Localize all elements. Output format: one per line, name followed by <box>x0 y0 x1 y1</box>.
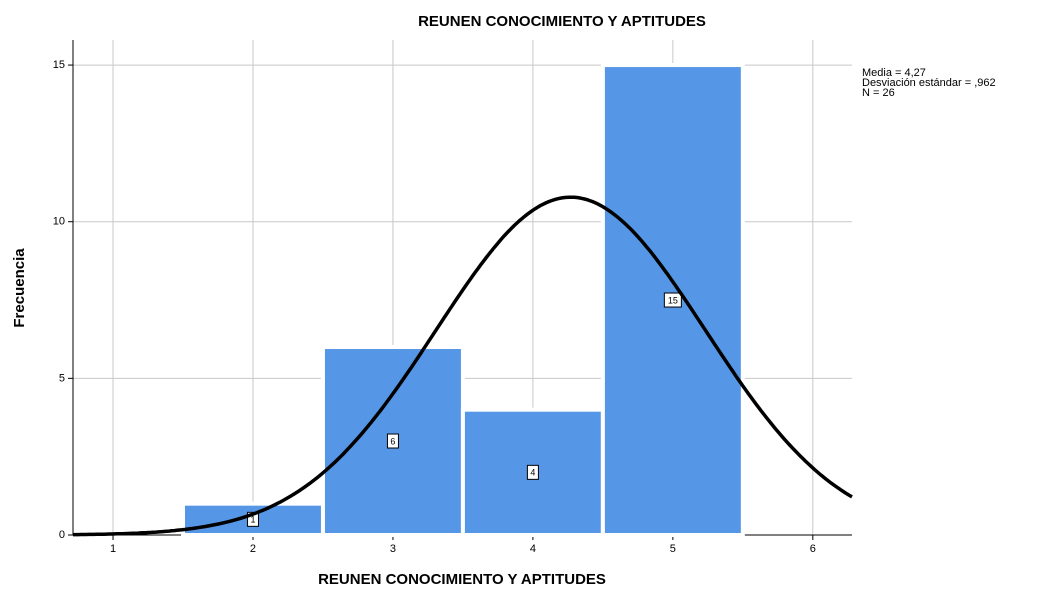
chart-title: REUNEN CONOCIMIENTO Y APTITUDES <box>418 13 706 30</box>
data-label-box <box>386 433 399 449</box>
stat-label: N = 26 <box>862 87 895 99</box>
x-tick-label: 2 <box>250 543 256 555</box>
data-label: 15 <box>668 295 678 305</box>
bar <box>320 345 465 538</box>
normal-curve <box>73 195 853 537</box>
x-axis-label: REUNEN CONOCIMIENTO Y APTITUDES <box>318 571 606 588</box>
data-label: 1 <box>250 515 255 525</box>
x-tick-label: 1 <box>110 543 116 555</box>
x-tick-label: 3 <box>390 543 396 555</box>
data-label-box <box>663 292 682 308</box>
x-tick-label: 4 <box>530 543 536 555</box>
data-label-box <box>526 464 539 480</box>
data-label: 4 <box>530 468 535 478</box>
y-tick-label: 0 <box>59 529 65 541</box>
x-tick-label: 5 <box>670 543 676 555</box>
y-axis-label: Frecuencia <box>11 248 28 328</box>
data-label: 6 <box>390 436 395 446</box>
x-tick-label: 6 <box>810 543 816 555</box>
y-tick-label: 5 <box>59 372 65 384</box>
y-tick-label: 15 <box>53 59 65 71</box>
stat-label: Media = 4,27 <box>862 67 926 79</box>
stat-label: Desviación estándar = ,962 <box>862 77 996 89</box>
y-tick-label: 10 <box>53 216 65 228</box>
